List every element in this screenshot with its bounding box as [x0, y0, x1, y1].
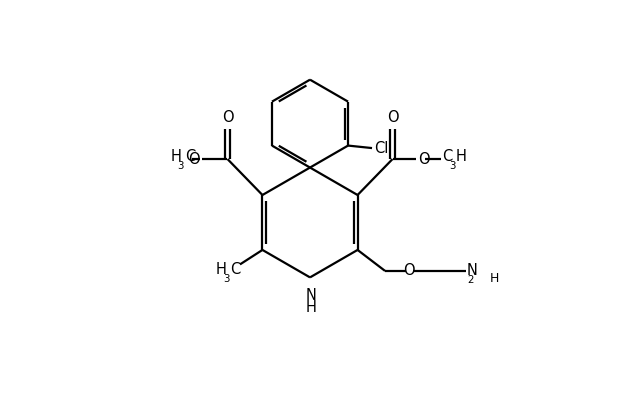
Text: 3: 3 [223, 274, 230, 284]
Text: H: H [456, 149, 467, 164]
Text: N: N [305, 288, 316, 303]
Text: H: H [490, 272, 499, 285]
Text: O: O [418, 151, 429, 166]
Text: N: N [467, 263, 478, 278]
Text: H: H [171, 149, 182, 164]
Text: H: H [216, 262, 227, 277]
Text: C: C [442, 149, 452, 164]
Text: H: H [305, 301, 316, 315]
Text: 2: 2 [467, 275, 474, 285]
Text: Cl: Cl [374, 141, 388, 156]
Text: O: O [188, 151, 200, 166]
Text: 3: 3 [177, 161, 184, 171]
Text: 3: 3 [449, 161, 456, 171]
Text: O: O [221, 110, 234, 125]
Text: C: C [230, 262, 240, 277]
Text: O: O [403, 263, 415, 278]
Text: C: C [186, 149, 196, 164]
Text: O: O [387, 110, 398, 125]
